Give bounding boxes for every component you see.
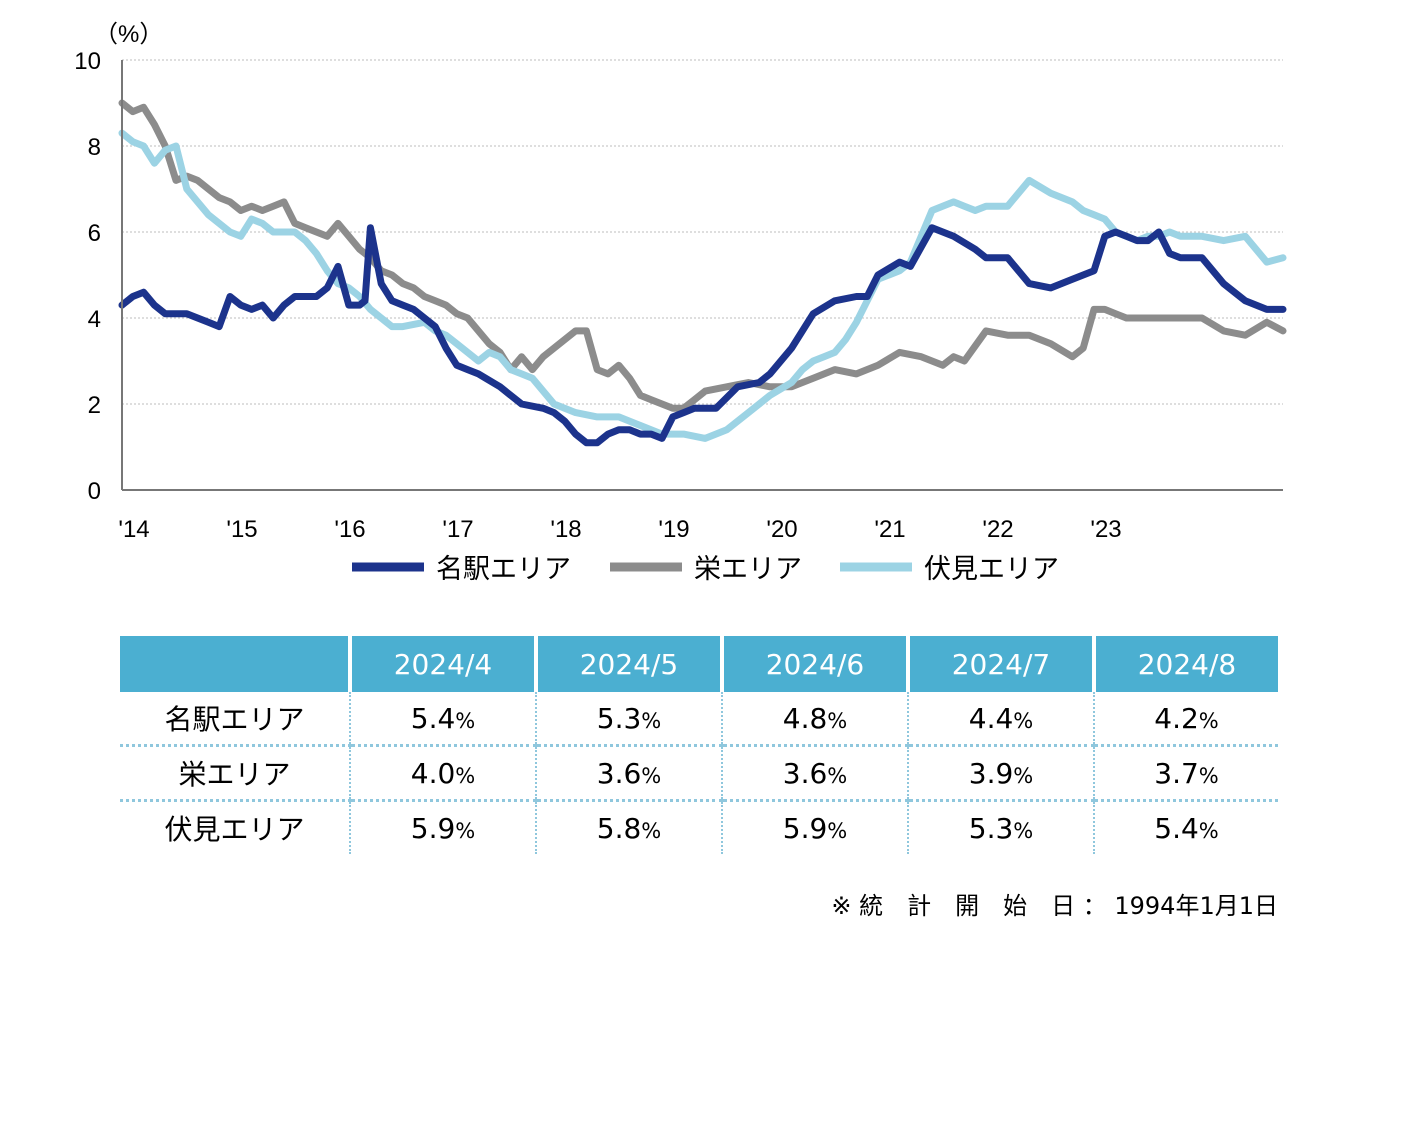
table-cell: 3.6% (535, 744, 722, 801)
x-tick-label: '19 (658, 516, 689, 543)
table-header-cell: 2024/8 (1092, 636, 1278, 692)
table-header-cell: 2024/6 (720, 636, 908, 692)
legend-label: 栄エリア (694, 554, 802, 585)
y-tick-label: 2 (88, 392, 101, 419)
x-tick-label: '20 (766, 516, 797, 543)
table-cell: 3.9% (907, 744, 1094, 801)
table-cell: 5.3% (535, 692, 722, 746)
x-tick-label: '23 (1090, 516, 1121, 543)
legend: 名駅エリア 栄エリア 伏見エリア (352, 554, 1059, 585)
series-line (118, 129, 1287, 442)
footnote: ※ 統 計 開 始 日 ： 1994年1月1日 (831, 892, 1278, 920)
y-tick-label: 0 (88, 478, 101, 505)
y-tick-labels: 0 2 4 6 8 10 (74, 48, 101, 505)
row-label: 伏見エリア (120, 799, 350, 854)
x-tick-label: '22 (982, 516, 1013, 543)
legend-label: 伏見エリア (924, 554, 1059, 585)
series-line (118, 224, 1287, 447)
series-line (118, 99, 1287, 412)
table-cell: 5.3% (907, 799, 1094, 854)
y-tick-label: 10 (74, 48, 101, 75)
table-cell: 5.4% (349, 692, 536, 746)
axes (121, 60, 1283, 491)
x-tick-label: '16 (334, 516, 365, 543)
table-cell: 4.4% (907, 692, 1094, 746)
table-cell: 5.9% (721, 799, 908, 854)
table-cell: 4.2% (1093, 692, 1278, 746)
table-header-row: 2024/4 2024/5 2024/6 2024/7 2024/8 (120, 636, 1278, 692)
table-cell: 5.4% (1093, 799, 1278, 854)
table-cell: 4.8% (721, 692, 908, 746)
table-header-cell: 2024/5 (534, 636, 722, 692)
x-tick-label: '14 (118, 516, 149, 543)
table-cell: 5.9% (349, 799, 536, 854)
table-cell: 3.7% (1093, 744, 1278, 801)
table-header-cell: 2024/7 (906, 636, 1094, 692)
x-tick-label: '15 (226, 516, 257, 543)
table-row: 伏見エリア 5.9% 5.8% 5.9% 5.3% 5.4% (120, 799, 1278, 854)
vacancy-rate-table: 2024/4 2024/5 2024/6 2024/7 2024/8 名駅エリア… (120, 636, 1278, 854)
table-row: 栄エリア 4.0% 3.6% 3.6% 3.9% 3.7% (120, 744, 1278, 801)
row-label: 栄エリア (120, 744, 350, 801)
y-unit-label: （%） (94, 21, 163, 48)
x-tick-label: '17 (442, 516, 473, 543)
table-cell: 4.0% (349, 744, 536, 801)
table-header-cell: 2024/4 (348, 636, 536, 692)
table-corner-cell (120, 636, 350, 692)
vacancy-rate-chart: 0 2 4 6 8 10 '14 '15 '16 '17 '18 '19 '20 '21 '22 '23 （… (74, 21, 1287, 585)
y-tick-label: 8 (88, 134, 101, 161)
legend-label: 名駅エリア (436, 554, 571, 585)
x-tick-label: '21 (874, 516, 905, 543)
y-tick-label: 6 (88, 220, 101, 247)
x-tick-label: '18 (550, 516, 581, 543)
row-label: 名駅エリア (164, 703, 305, 736)
table-cell: 3.6% (721, 744, 908, 801)
y-tick-label: 4 (88, 306, 101, 333)
table-cell: 5.8% (535, 799, 722, 854)
series-lines (118, 99, 1287, 447)
x-tick-labels: '14 '15 '16 '17 '18 '19 '20 '21 '22 '23 (118, 516, 1121, 543)
table-row: 名駅エリア 5.4% 5.3% 4.8% 4.4% 4.2% (120, 692, 1278, 746)
